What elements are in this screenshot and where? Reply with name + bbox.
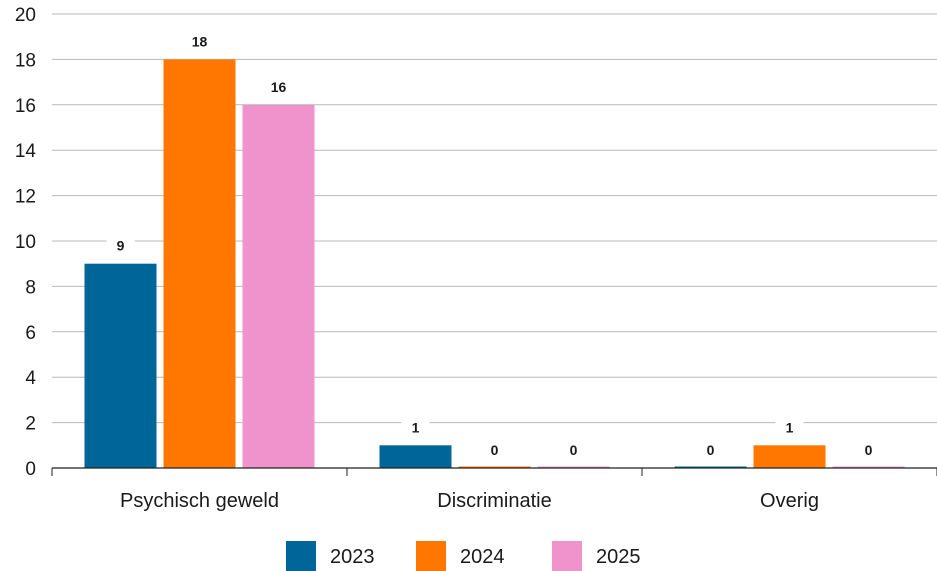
y-tick-label: 16 [15,96,36,117]
x-category-label: Overig [760,490,819,512]
legend-label: 2024 [460,546,505,568]
y-tick-label: 8 [25,277,36,298]
data-label: 18 [192,33,208,49]
legend-item-2025: 2025 [552,541,641,571]
bar-2024-2 [753,445,826,468]
y-tick-label: 6 [25,323,36,344]
legend-swatch [286,541,316,571]
data-label: 1 [412,419,420,435]
data-label-bg [480,440,509,458]
y-axis-ticks: 0 2 4 6 8 10 12 14 16 18 20 [15,5,37,480]
data-label-bg [854,440,883,458]
bar-2025-0 [242,104,315,469]
x-category-label: Discriminatie [437,490,551,512]
data-label: 9 [117,238,125,254]
data-label-bg [401,417,430,436]
bar-2023-1 [379,445,452,468]
data-label-bg [559,440,588,458]
data-label: 0 [707,442,715,458]
y-tick-label: 0 [25,459,36,480]
bars [84,59,905,469]
y-tick-label: 20 [15,5,36,26]
y-tick-label: 12 [15,187,36,208]
bar-2025-2 [832,466,905,468]
bar-2023-0 [84,263,157,468]
bar-2024-1 [458,466,531,468]
data-label: 16 [271,79,287,95]
legend-swatch [416,541,446,571]
legend-label: 2025 [596,546,641,568]
x-axis: Psychisch geweld Discriminatie Overig [51,467,937,512]
data-label-bg [696,440,725,458]
y-tick-label: 10 [15,232,36,253]
data-label-bg [775,417,804,436]
data-label-bg [106,235,135,254]
y-tick-label: 4 [25,368,36,389]
data-label-bg [185,31,214,50]
x-category-label: Psychisch geweld [120,490,279,512]
y-tick-label: 14 [15,141,37,162]
legend-label: 2023 [330,546,375,568]
y-tick-label: 2 [25,414,36,435]
data-label: 0 [491,442,499,458]
bar-2025-1 [537,466,610,468]
data-label: 0 [570,442,578,458]
data-label: 1 [786,419,794,435]
y-tick-label: 18 [15,50,36,71]
legend-swatch [552,541,582,571]
legend-item-2024: 2024 [416,541,505,571]
bar-2024-0 [163,59,236,469]
data-label: 0 [865,442,873,458]
bar-2023-2 [674,466,747,468]
data-label-bg [264,76,293,95]
legend: 2023 2024 2025 [286,541,641,571]
data-labels: 9 18 16 1 0 0 0 1 0 [106,31,883,458]
legend-item-2023: 2023 [286,541,375,571]
